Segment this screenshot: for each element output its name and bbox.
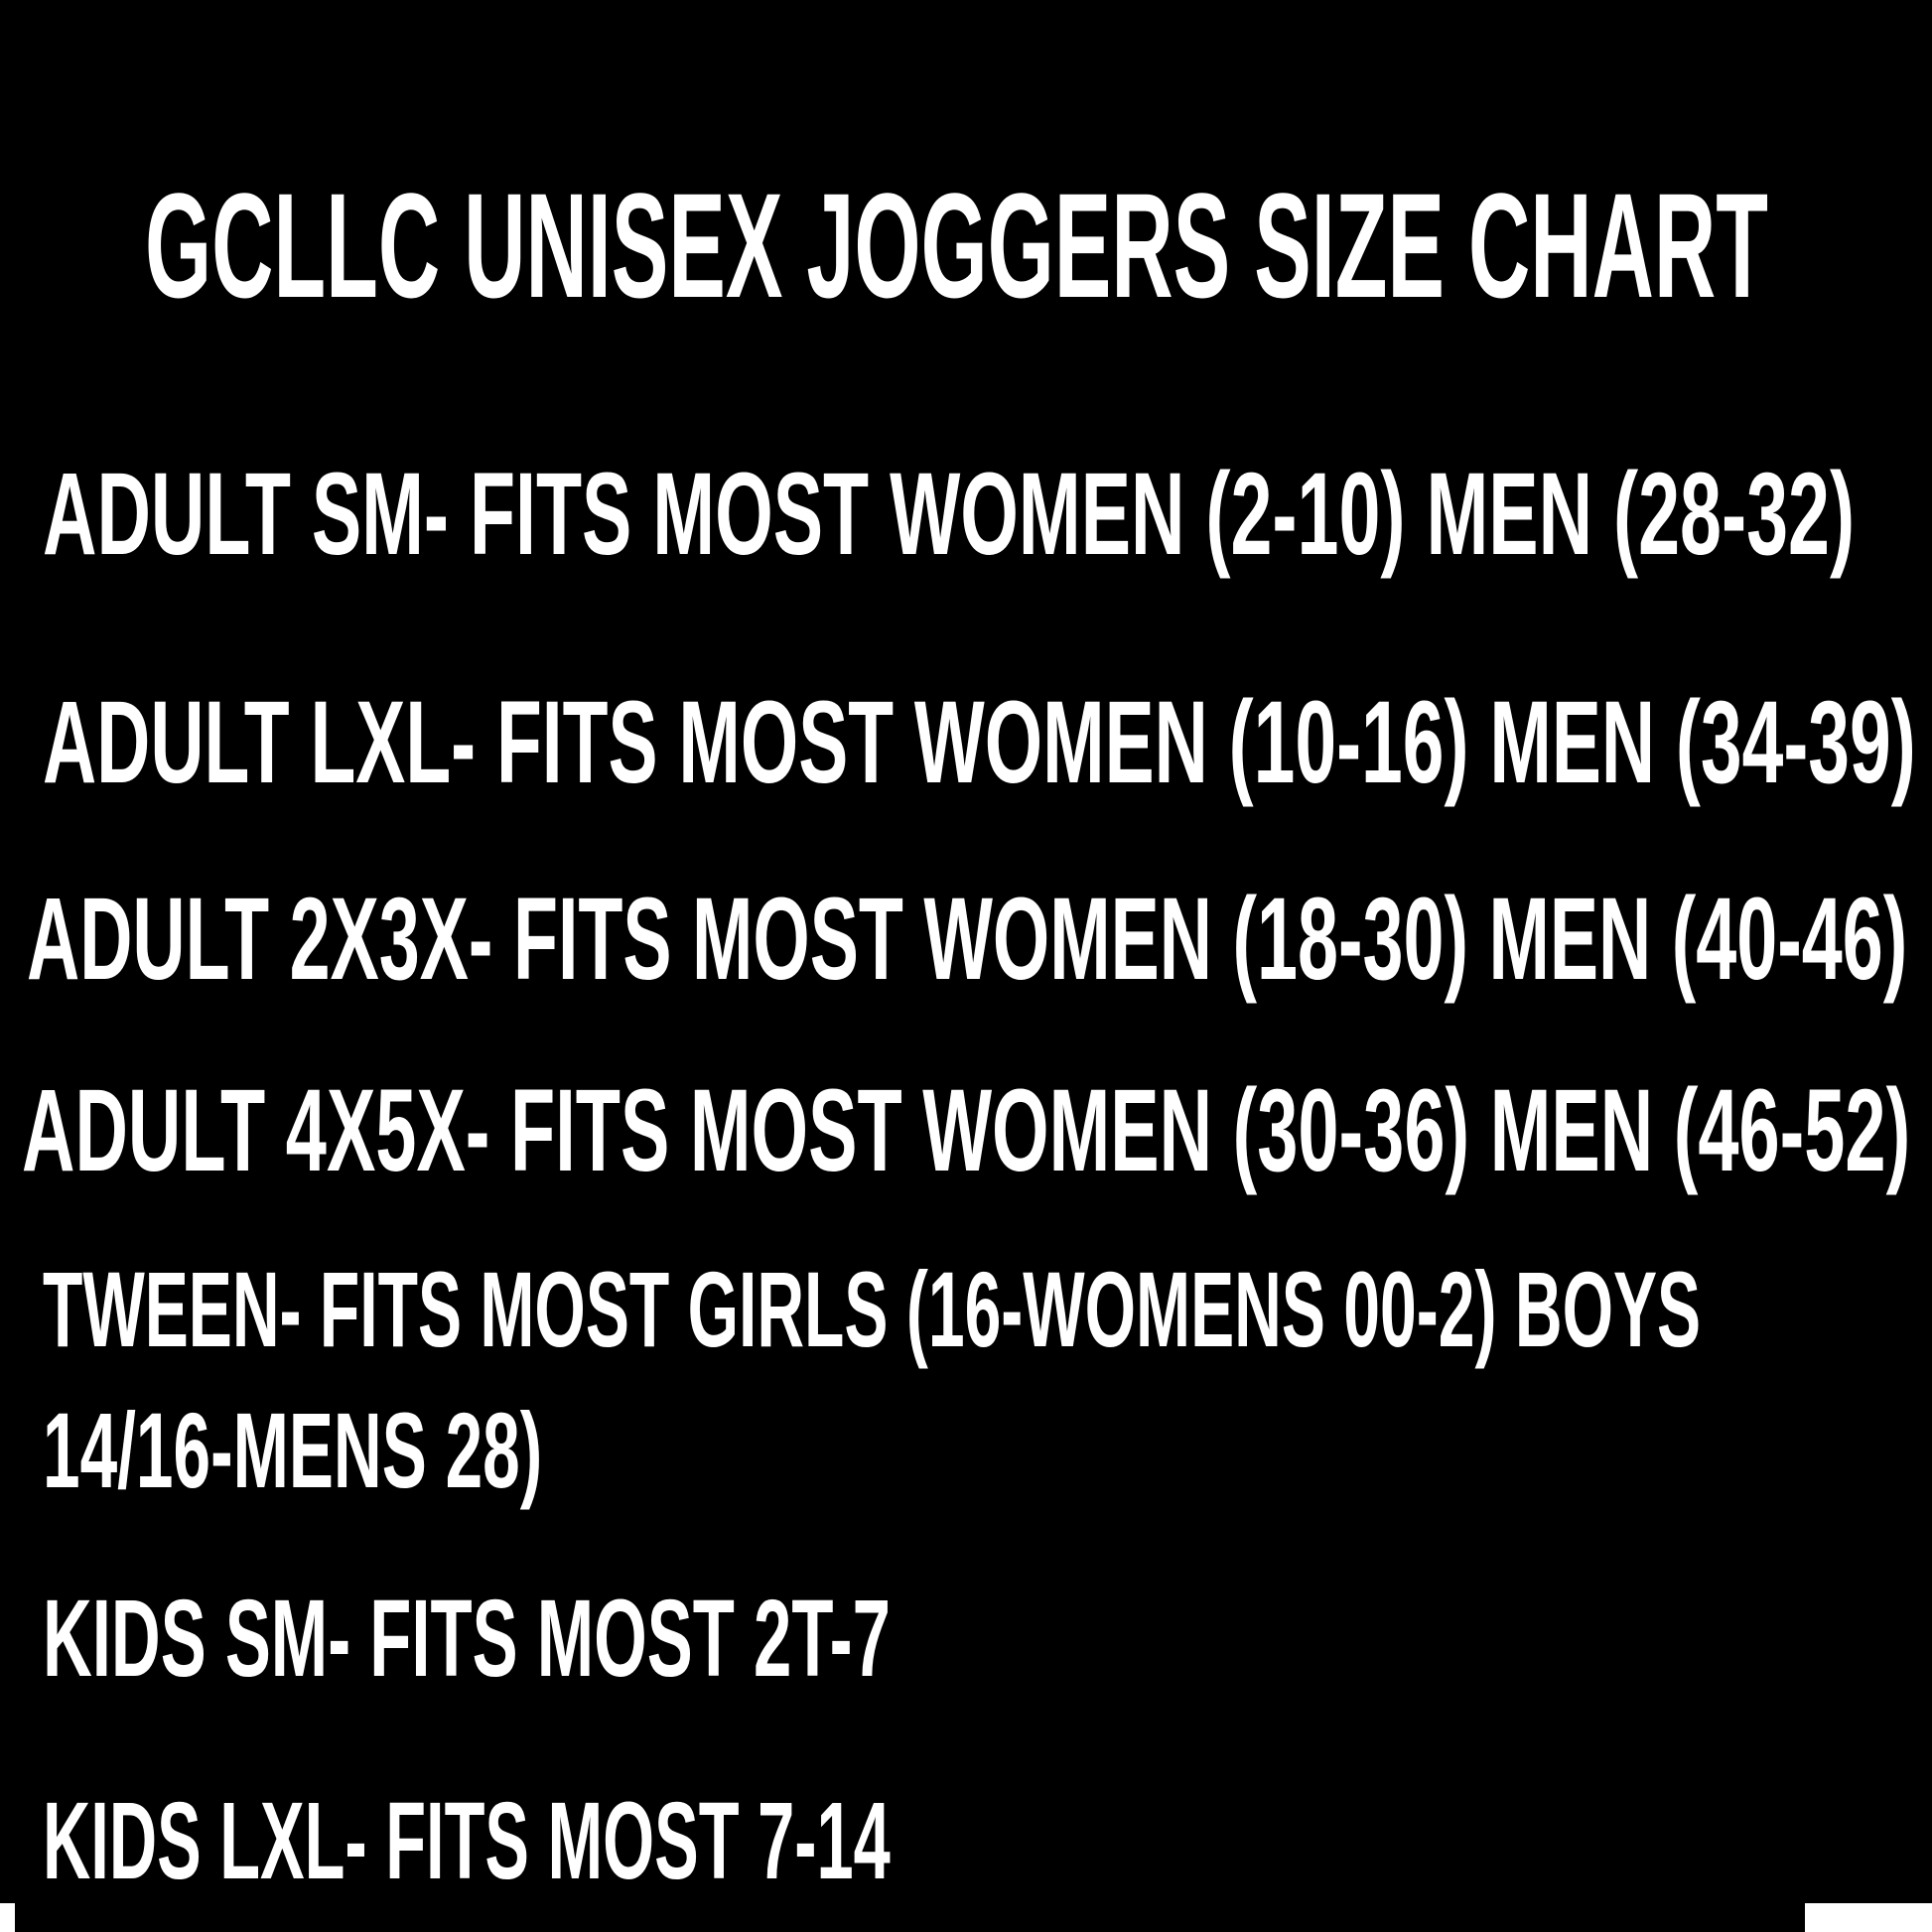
size-line-kids-lxl: KIDS LXL- FITS MOST 7-14 xyxy=(43,1780,891,1902)
size-line-adult-4x5x: ADULT 4X5X- FITS MOST WOMEN (30-36) MEN … xyxy=(22,1065,1911,1196)
size-line-adult-sm: ADULT SM- FITS MOST WOMEN (2-10) MEN (28… xyxy=(43,449,1856,580)
size-line-tween-continued: 14/16-MENS 28) xyxy=(43,1390,543,1510)
size-line-kids-sm: KIDS SM- FITS MOST 2T-7 xyxy=(43,1578,891,1700)
page-title: GCLLC UNISEX JOGGERS SIZE CHART xyxy=(145,162,1768,329)
border-strip-left xyxy=(0,1903,15,1932)
size-line-adult-lxl: ADULT LXL- FITS MOST WOMEN (10-16) MEN (… xyxy=(43,677,1916,808)
border-strip-right xyxy=(1805,1903,1932,1932)
size-line-adult-2x3x: ADULT 2X3X- FITS MOST WOMEN (18-30) MEN … xyxy=(27,874,1908,1005)
size-line-tween: TWEEN- FITS MOST GIRLS (16-WOMENS 00-2) … xyxy=(43,1249,1702,1369)
